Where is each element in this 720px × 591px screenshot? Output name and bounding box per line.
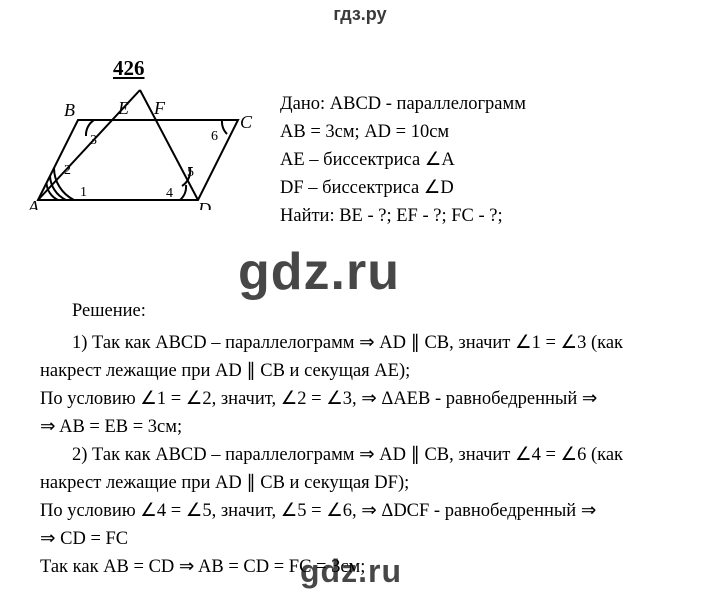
label-E: E (117, 98, 129, 118)
solution-p7: По условию ∠4 = ∠5, значит, ∠5 = ∠6, ⇒ Δ… (40, 497, 680, 525)
given-line-3: AE – биссектриса ∠A (280, 146, 526, 174)
solution-label: Решение: (72, 301, 146, 322)
solution-body: 1) Так как ABCD – параллелограмм ⇒ AD ∥ … (40, 329, 680, 581)
label-A: A (28, 197, 40, 210)
angle-5: 5 (187, 165, 194, 180)
given-line-5: Найти: BE - ?; EF - ?; FC - ?; (280, 202, 526, 230)
watermark-center: gdz.ru (238, 242, 400, 302)
given-line-2: AB = 3см; AD = 10см (280, 118, 526, 146)
solution-p5: 2) Так как ABCD – параллелограмм ⇒ AD ∥ … (40, 441, 680, 469)
page: гдз.ру 426 A B E F C (0, 0, 720, 591)
label-B: B (64, 100, 75, 120)
solution-p2: накрест лежащие при AD ∥ CB и секущая AE… (40, 357, 680, 385)
label-C: C (240, 112, 253, 132)
angle-4: 4 (166, 186, 173, 201)
angle-3: 3 (90, 133, 97, 148)
problem-number: 426 (113, 56, 145, 81)
solution-p8: ⇒ CD = FC (40, 525, 680, 553)
solution-p3: По условию ∠1 = ∠2, значит, ∠2 = ∠3, ⇒ Δ… (40, 385, 680, 413)
angle-6: 6 (211, 129, 218, 144)
angle-2: 2 (64, 163, 71, 178)
solution-p6: накрест лежащие при AD ∥ CB и секущая DF… (40, 469, 680, 497)
label-D: D (197, 199, 211, 210)
given-line-4: DF – биссектриса ∠D (280, 174, 526, 202)
given-block: Дано: ABCD - параллелограмм AB = 3см; AD… (280, 90, 526, 230)
parallelogram-diagram: A B E F C D 1 2 3 4 5 6 (28, 80, 258, 210)
label-F: F (153, 98, 166, 118)
site-header: гдз.ру (0, 4, 720, 25)
given-line-1: Дано: ABCD - параллелограмм (280, 90, 526, 118)
solution-p9: Так как AB = CD ⇒ AB = CD = FC = 3см; (40, 553, 680, 581)
solution-p4: ⇒ AB = EB = 3см; (40, 413, 680, 441)
solution-p1: 1) Так как ABCD – параллелограмм ⇒ AD ∥ … (40, 329, 680, 357)
angle-1: 1 (80, 185, 87, 200)
